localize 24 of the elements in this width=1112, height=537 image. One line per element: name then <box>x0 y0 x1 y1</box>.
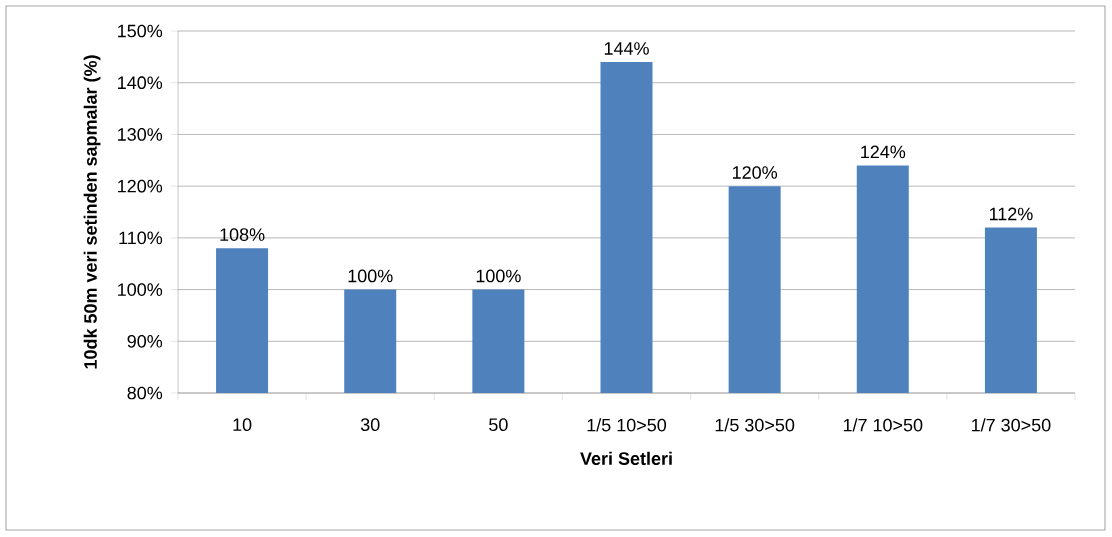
x-tick-label: 30 <box>360 418 380 431</box>
x-tick-label: 1/7 10>50 <box>843 418 923 432</box>
y-tick-label: 80% <box>127 386 163 400</box>
y-tick-label: 120% <box>118 179 163 193</box>
y-tick-label: 100% <box>118 283 163 296</box>
data-label: 100% <box>348 269 393 283</box>
data-label: 120% <box>733 166 778 179</box>
x-tick-label: 50 <box>489 418 508 431</box>
x-tick-label: 1/5 10>50 <box>587 418 667 432</box>
x-tick-label: 10 <box>233 418 252 431</box>
data-label: 100% <box>476 269 521 283</box>
data-label: 112% <box>989 207 1033 221</box>
y-tick-label: 140% <box>118 76 163 90</box>
y-axis-title: 10dk 50m veri setinden sapmalar (%) <box>83 55 101 369</box>
y-tick-label: 130% <box>118 128 163 141</box>
y-tick-label: 90% <box>127 334 163 348</box>
data-label: 124% <box>861 145 906 159</box>
x-tick-label: 1/5 30>50 <box>715 418 795 432</box>
y-tick-label: 110% <box>119 231 163 245</box>
data-label: 108% <box>220 228 265 241</box>
y-tick-label: 150% <box>118 24 163 38</box>
x-axis-title: Veri Setleri <box>580 451 672 465</box>
x-tick-label: 1/7 30>50 <box>972 418 1051 432</box>
data-label: 144% <box>604 42 649 55</box>
